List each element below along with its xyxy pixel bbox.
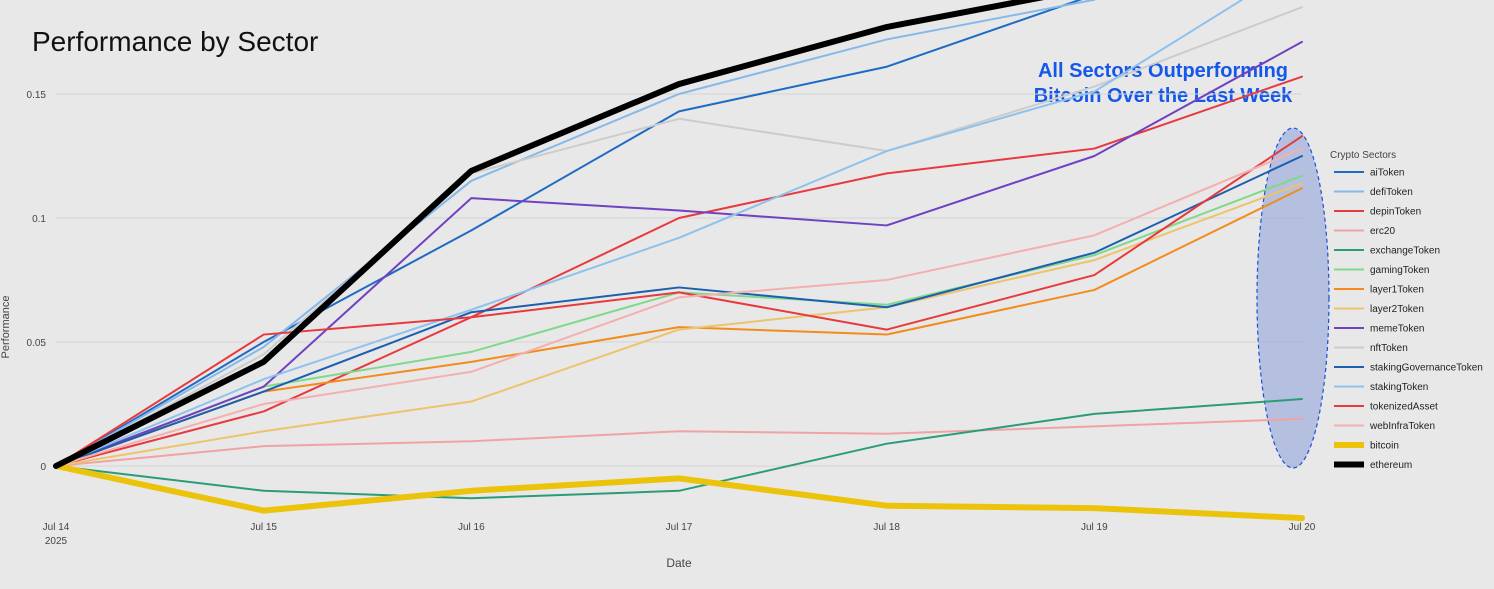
- legend-label-depinToken: depinToken: [1370, 207, 1421, 218]
- legend-label-exchangeToken: exchangeToken: [1370, 246, 1440, 257]
- y-tick-label: 0.15: [27, 90, 47, 101]
- series-line-gamingToken: [55, 174, 1303, 467]
- y-tick-label: 0.05: [27, 338, 47, 349]
- series-line-exchangeToken: [55, 398, 1303, 500]
- series-line-stakingGovernanceToken: [55, 155, 1303, 467]
- legend-label-tokenizedAsset: tokenizedAsset: [1370, 402, 1438, 413]
- legend-label-defiToken: defiToken: [1370, 187, 1413, 198]
- series-lines: [53, 0, 1305, 522]
- highlight-ellipse: [1256, 127, 1330, 469]
- x-tick-label: Jul 18: [873, 522, 900, 533]
- legend-label-memeToken: memeToken: [1370, 324, 1424, 335]
- series-line-webInfraToken: [55, 147, 1303, 467]
- series-line-bitcoin: [53, 463, 1305, 522]
- y-tick-label: 0.1: [32, 214, 46, 225]
- chart-title: Performance by Sector: [32, 26, 319, 57]
- x-tick-label: Jul 15: [250, 522, 277, 533]
- series-line-erc20: [55, 417, 1303, 467]
- legend-label-gamingToken: gamingToken: [1370, 265, 1429, 276]
- gridlines: [56, 93, 1302, 467]
- x-tick-label: Jul 14: [43, 522, 70, 533]
- x-axis-ticks: Jul 14 Jul 15 Jul 16 Jul 17 Jul 18 Jul 19 Jul …: [43, 522, 1316, 547]
- legend-label-layer1Token: layer1Token: [1370, 285, 1424, 296]
- series-line-memeToken: [55, 40, 1303, 467]
- x-tick-label: Jul 17: [666, 522, 693, 533]
- series-line-tokenizedAsset: [55, 135, 1303, 467]
- legend-label-erc20: erc20: [1370, 226, 1395, 237]
- y-tick-label: 0: [40, 462, 46, 473]
- legend-label-ethereum: ethereum: [1370, 460, 1412, 471]
- legend-label-webInfraToken: webInfraToken: [1369, 421, 1435, 432]
- legend-label-layer2Token: layer2Token: [1370, 304, 1424, 315]
- legend-label-nftToken: nftToken: [1370, 343, 1408, 354]
- series-line-depinToken: [55, 75, 1303, 467]
- series-line-layer2Token: [55, 182, 1303, 467]
- annotation-line-1: All Sectors Outperforming: [1037, 60, 1289, 82]
- legend-label-bitcoin: bitcoin: [1370, 441, 1399, 452]
- series-line-defiToken: [55, 0, 1096, 467]
- x-axis-label: Date: [666, 556, 692, 570]
- series-line-nftToken: [55, 6, 1303, 467]
- legend-label-stakingGovernanceToken: stakingGovernanceToken: [1370, 363, 1483, 374]
- y-axis-label: Performance: [0, 296, 12, 359]
- legend-label-aiToken: aiToken: [1370, 168, 1404, 179]
- series-line-layer1Token: [55, 187, 1303, 467]
- x-tick-label: Jul 19: [1081, 522, 1108, 533]
- x-tick-label: Jul 16: [458, 522, 485, 533]
- series-line-ethereum: [53, 0, 1045, 469]
- legend-label-stakingToken: stakingToken: [1370, 382, 1428, 393]
- legend-title: Crypto Sectors: [1330, 150, 1396, 161]
- series-line-aiToken: [55, 0, 1083, 467]
- legend: Crypto Sectors aiToken defiToken depinToke…: [1330, 150, 1483, 471]
- x-tick-sublabel: 2025: [45, 536, 68, 547]
- y-axis-ticks: 00.050.10.150.20.25: [27, 90, 47, 473]
- x-tick-label: Jul 20: [1289, 522, 1316, 533]
- series-line-stakingToken: [55, 0, 1244, 467]
